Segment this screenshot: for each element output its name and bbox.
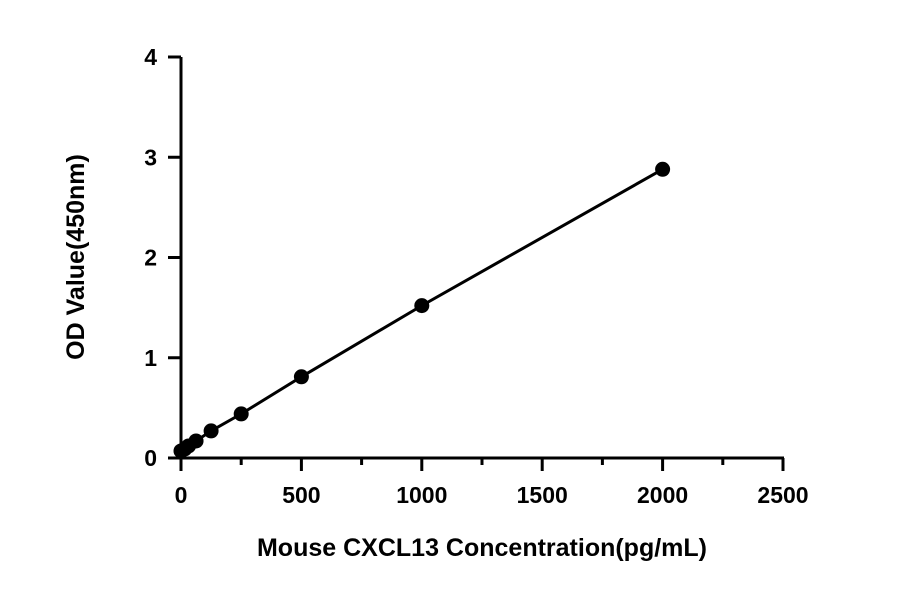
tick-labels: 0 500 1000 1500 2000 2500 0 1 2 3 4: [144, 44, 808, 508]
x-tick-label: 500: [282, 482, 320, 508]
x-tick-label: 1000: [396, 482, 447, 508]
x-tick-label: 1500: [517, 482, 568, 508]
y-tick-label: 0: [144, 445, 157, 471]
data-point: [655, 161, 671, 177]
y-tick-label: 1: [144, 345, 157, 371]
data-point: [293, 369, 309, 385]
x-tick-label: 2000: [637, 482, 688, 508]
y-axis-title: OD Value(450nm): [62, 154, 90, 360]
data-point: [188, 433, 204, 449]
ticks: [168, 55, 785, 471]
data-point: [414, 298, 430, 314]
data-point: [203, 423, 219, 439]
axes: [179, 57, 784, 460]
x-axis-title: Mouse CXCL13 Concentration(pg/mL): [257, 534, 707, 562]
y-tick-label: 4: [144, 44, 157, 70]
data-points: [173, 161, 671, 459]
x-tick-label: 2500: [757, 482, 808, 508]
x-tick-label: 0: [175, 482, 188, 508]
data-point: [233, 406, 249, 422]
y-tick-label: 3: [144, 144, 157, 170]
y-tick-label: 2: [144, 245, 157, 271]
